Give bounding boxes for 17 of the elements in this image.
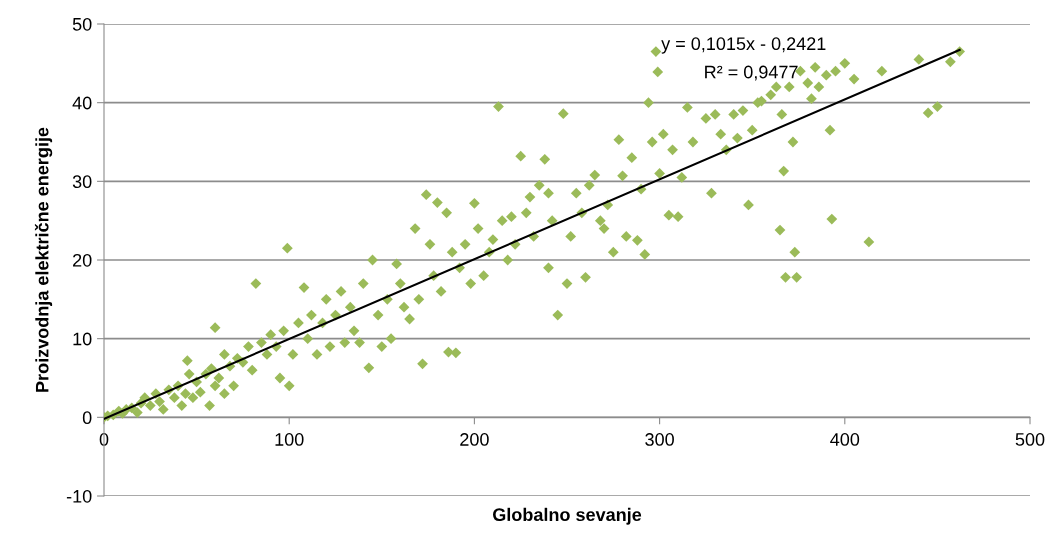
y-tick-label: 40 (72, 96, 92, 110)
annotation: y = 0,1015x - 0,2421 (661, 37, 826, 54)
y-tick-label: 10 (73, 332, 92, 346)
x-tick-label: 400 (830, 433, 860, 446)
y-tick-label: 50 (72, 17, 92, 31)
y-tick-label: 20 (73, 253, 92, 267)
x-tick-label: 300 (645, 433, 674, 446)
annotation: R² = 0,9477 (705, 65, 798, 81)
y-tick-label: 0 (82, 411, 92, 425)
y-tick-label: -10 (66, 489, 92, 503)
y-axis-title: Proizvodnja električne energije (34, 127, 53, 392)
y-tick-label: 30 (72, 175, 92, 189)
x-tick-label: 200 (460, 433, 489, 446)
x-axis-title: Globalno sevanje (493, 507, 642, 525)
x-tick-label: 100 (275, 433, 304, 446)
x-tick-label: 500 (1015, 433, 1045, 446)
x-tick-label: 0 (99, 433, 109, 446)
